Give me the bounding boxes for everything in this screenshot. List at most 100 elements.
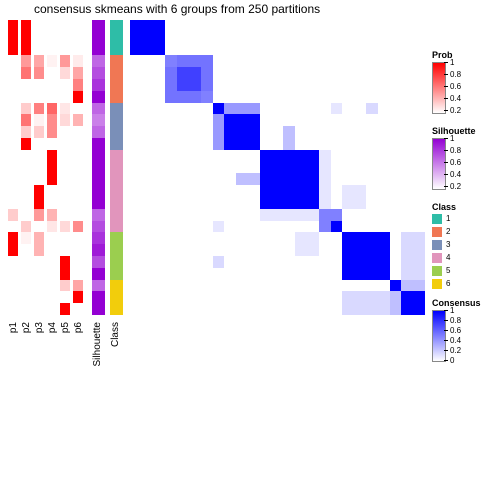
anno-cell [110,221,123,233]
anno-cell [92,268,105,280]
anno-cell [60,221,70,233]
anno-cell [34,20,44,32]
anno-cell [34,44,44,56]
legend-tick-mark [444,98,448,99]
anno-cell [47,221,57,233]
legend-tick-mark [444,186,448,187]
anno-cell [47,55,57,67]
anno-cell [110,268,123,280]
anno-cell [47,114,57,126]
anno-cell [8,280,18,292]
anno-cell [21,79,31,91]
anno-cell [8,256,18,268]
anno-cell [34,280,44,292]
anno-cell [21,67,31,79]
legend-swatch [432,214,442,224]
anno-cell [47,209,57,221]
legend-tick-mark [444,350,448,351]
anno-cell [47,162,57,174]
anno-cell [92,44,105,56]
anno-cell [73,114,83,126]
anno-cell [21,150,31,162]
anno-cell [47,244,57,256]
anno-cell [8,303,18,315]
legend-tick-mark [444,310,448,311]
anno-cell [34,126,44,138]
anno-cell [34,291,44,303]
anno-cell [73,162,83,174]
anno-cell [73,67,83,79]
anno-cell [73,20,83,32]
legend-gradient [432,138,446,190]
anno-cell [73,138,83,150]
anno-cell [110,79,123,91]
consensus-block [224,114,259,149]
anno-cell [21,162,31,174]
anno-cell [92,126,105,138]
anno-cell [34,91,44,103]
anno-cell [47,197,57,209]
anno-cell [73,79,83,91]
consensus-block [331,221,343,233]
col-label-p1: p1 [8,322,19,333]
legend-tick: 0.2 [450,182,461,191]
anno-cell [34,232,44,244]
anno-cell [92,91,105,103]
anno-cell [73,197,83,209]
legend-tick-mark [444,320,448,321]
anno-cell [110,185,123,197]
anno-cell [47,280,57,292]
anno-cell [47,291,57,303]
anno-cell [60,55,70,67]
anno-cell [21,209,31,221]
anno-cell [92,256,105,268]
legend-tick: 0.8 [450,146,461,155]
anno-cell [60,209,70,221]
anno-cell [60,244,70,256]
anno-cell [60,256,70,268]
consensus-block [213,221,225,233]
anno-cell [34,103,44,115]
legend-tick-mark [444,150,448,151]
anno-cell [8,268,18,280]
anno-cell [60,67,70,79]
anno-cell [73,244,83,256]
anno-cell [110,209,123,221]
anno-cell [73,291,83,303]
anno-cell [34,268,44,280]
anno-cell [8,138,18,150]
anno-cell [47,256,57,268]
anno-cell [60,150,70,162]
anno-cell [21,244,31,256]
anno-cell [110,280,123,292]
consensus-block [201,91,213,103]
anno-cell [8,126,18,138]
anno-cell [73,103,83,115]
anno-cell [21,232,31,244]
anno-cell [60,44,70,56]
anno-cell [8,197,18,209]
anno-cell [110,32,123,44]
anno-cell [60,103,70,115]
anno-cell [73,280,83,292]
legend-swatch-label: 6 [446,279,450,288]
anno-cell [34,173,44,185]
anno-cell [34,197,44,209]
anno-cell [34,162,44,174]
anno-cell [60,280,70,292]
anno-cell [8,44,18,56]
anno-cell [21,138,31,150]
anno-cell [34,55,44,67]
anno-cell [21,256,31,268]
legend-tick-mark [444,340,448,341]
anno-cell [8,291,18,303]
anno-cell [92,138,105,150]
legend-tick: 0.8 [450,70,461,79]
legend-swatch-label: 1 [446,214,450,223]
consensus-block [401,280,425,292]
col-label-p2: p2 [21,322,32,333]
anno-cell [34,67,44,79]
anno-cell [47,173,57,185]
col-label-class: Class [110,322,121,347]
page-title: consensus skmeans with 6 groups from 250… [34,2,320,16]
